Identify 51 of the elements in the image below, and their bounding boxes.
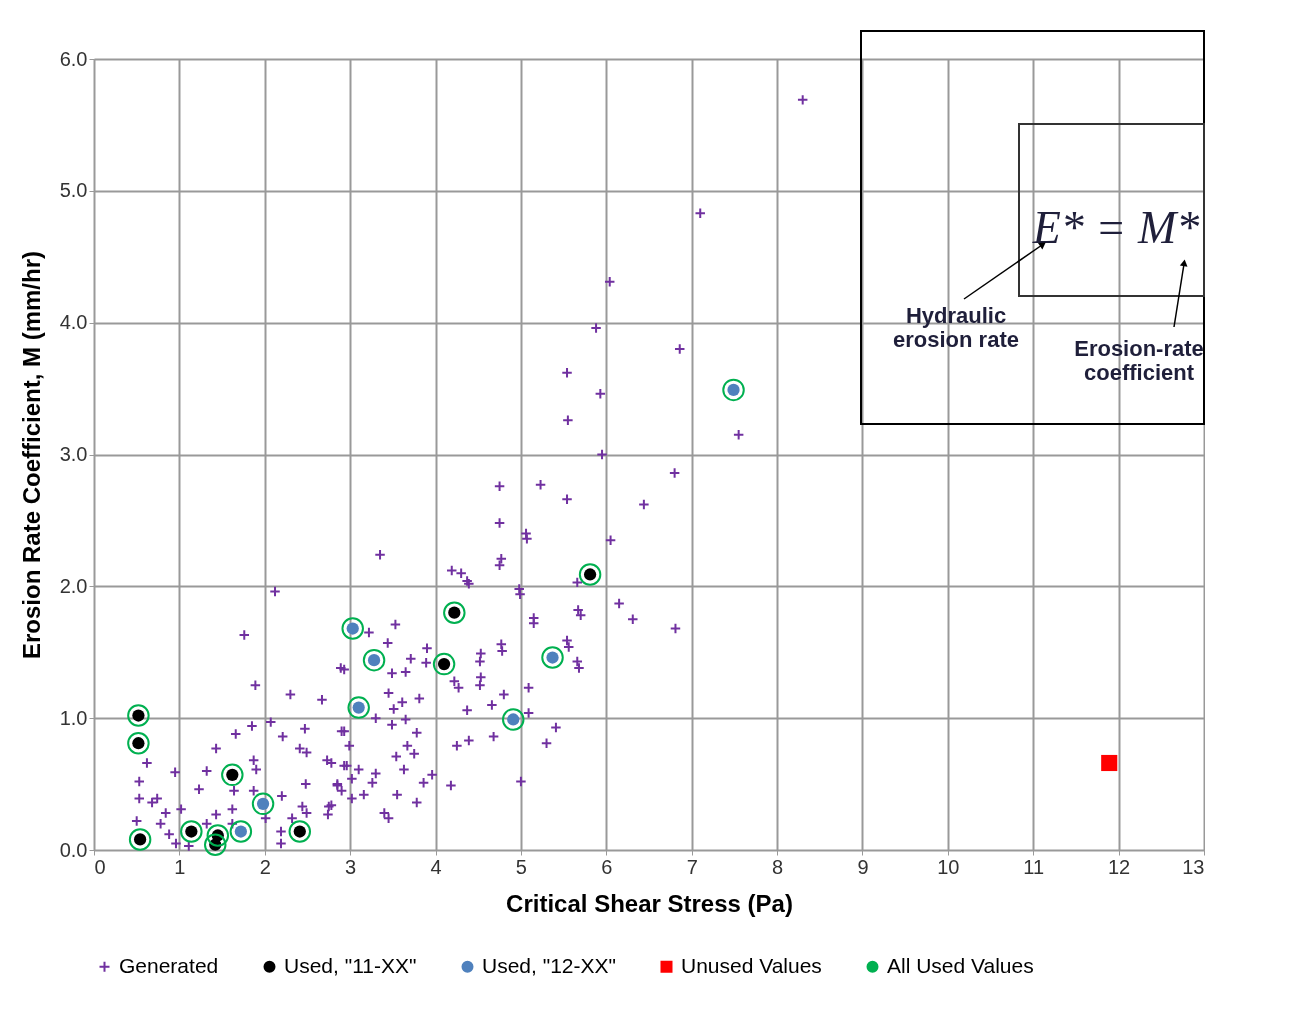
annotation: Erosion-rate coefficient — [1074, 336, 1204, 385]
x-tick-label: 6 — [601, 855, 613, 878]
point — [443, 601, 466, 624]
y-tick-label: 4.0 — [59, 311, 88, 334]
legend-label: Used, "11-XX" — [284, 953, 417, 977]
point — [180, 820, 203, 843]
x-tick-label: 1 — [174, 855, 186, 878]
x-tick-label: 2 — [259, 855, 271, 878]
point — [1101, 754, 1118, 772]
y-tick-label: 5.0 — [59, 179, 88, 202]
point — [578, 563, 602, 586]
annotation: Hydraulic erosion rate — [893, 303, 1019, 352]
x-axis-title: Critical Shear Stress (Pa) — [506, 889, 793, 917]
y-tick-label: 0.0 — [59, 838, 88, 861]
y-axis-title: Erosion Rate Coefficient, M (mm/hr) — [17, 250, 45, 660]
point — [127, 704, 150, 727]
legend-label: Used, "12-XX" — [482, 953, 616, 977]
point — [341, 617, 364, 640]
point — [221, 763, 244, 787]
x-tick-label: 8 — [772, 855, 784, 878]
point — [288, 820, 312, 843]
x-tick-label: 11 — [1023, 855, 1045, 878]
point — [432, 652, 456, 676]
legend-label: All Used Values — [887, 953, 1034, 977]
x-tick-label: 13 — [1182, 855, 1205, 878]
point — [722, 378, 745, 402]
x-tick-label: 7 — [686, 855, 698, 878]
x-tick-label: 5 — [515, 855, 527, 878]
y-tick-label: 1.0 — [59, 706, 88, 729]
point — [347, 696, 370, 719]
point — [128, 828, 152, 851]
y-tick-label: 6.0 — [59, 47, 88, 70]
point — [362, 648, 386, 672]
annotation: E* = M* — [1031, 202, 1200, 253]
x-tick-label: 9 — [857, 855, 869, 878]
point — [127, 731, 150, 755]
y-tick-label: 3.0 — [59, 443, 88, 465]
point — [501, 708, 525, 731]
point — [206, 824, 230, 847]
point — [251, 792, 275, 816]
x-tick-label: 3 — [345, 855, 357, 878]
legend-label: Unused Values — [681, 953, 822, 977]
x-tick-label: 10 — [937, 855, 960, 878]
x-tick-label: 12 — [1107, 855, 1131, 878]
point — [541, 646, 564, 669]
point — [204, 833, 227, 856]
x-tick-label: 0 — [94, 855, 106, 878]
x-tick-label: 4 — [430, 855, 442, 878]
legend-label: Generated — [119, 953, 219, 977]
y-tick-label: 2.0 — [59, 574, 88, 597]
point — [229, 820, 253, 843]
